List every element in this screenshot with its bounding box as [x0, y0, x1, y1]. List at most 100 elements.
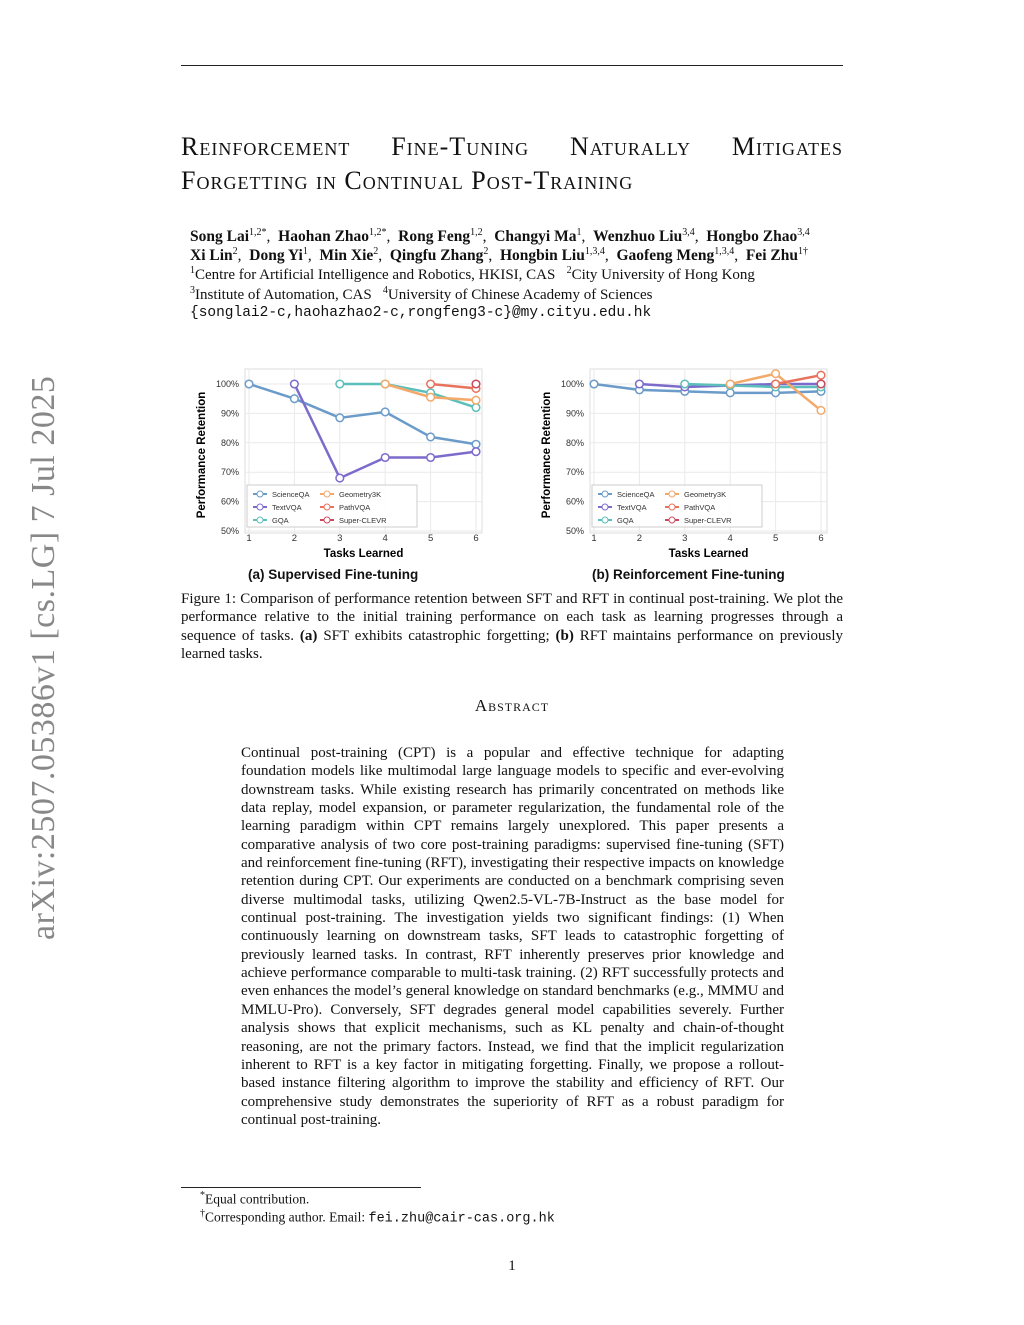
series-line-scienceqa [248, 382, 477, 446]
y-axis-label: Performance Retention [541, 392, 553, 519]
x-tick-label: 2 [292, 533, 297, 544]
author: Min Xie2, [319, 246, 390, 265]
subcaption-a: (a) Supervised Fine-tuning [248, 567, 419, 582]
author: Hongbo Zhao3,4 [706, 227, 810, 246]
page-number: 1 [508, 1258, 516, 1274]
data-point-scienceqa [244, 379, 254, 389]
series-line-pathvqa [430, 382, 477, 390]
footnote-rule [181, 1187, 421, 1188]
data-point-gqa [335, 379, 345, 389]
series-line-gqa [684, 382, 821, 389]
chart-rft: 50% 60% 70% 80% 90% 100% 1 2 3 4 5 6 Tasks Learned Pe… [541, 368, 828, 560]
data-point-scienceqa [426, 432, 436, 442]
y-tick-label: 70% [566, 467, 584, 477]
footnote-corresponding: †Corresponding author. Email: fei.zhu@ca… [200, 1208, 555, 1227]
x-tick-label: 2 [637, 533, 642, 544]
data-point-textvqa [471, 447, 481, 457]
x-tick-label: 3 [337, 533, 342, 544]
author: Dong Yi1, [249, 246, 320, 265]
abstract-text: Continual post-training (CPT) is a popul… [241, 745, 784, 1128]
y-tick-label: 70% [221, 467, 239, 477]
author: Fei Zhu1† [745, 246, 808, 265]
x-tick-label: 4 [383, 533, 388, 544]
y-tick-label: 80% [566, 438, 584, 448]
affiliation-line-2: 3Institute of Automation, CAS 4Universit… [190, 285, 653, 303]
data-point-pathvqa [816, 370, 826, 380]
x-tick-label: 6 [818, 533, 823, 544]
series-line-gqa [339, 382, 477, 409]
x-tick-label: 5 [773, 533, 778, 544]
data-point-pathvqa [426, 379, 436, 389]
x-tick-label: 6 [473, 533, 478, 544]
author: Changyi Ma1, [494, 227, 594, 246]
author: Xi Lin2, [190, 246, 250, 265]
legend-label: PathVQA [684, 503, 715, 512]
paper-title: Reinforcement Fine-Tuning Naturally Miti… [181, 132, 843, 195]
author: Rong Feng1,2, [398, 227, 495, 246]
y-tick-label: 60% [221, 497, 239, 507]
data-point-textvqa [289, 379, 299, 389]
data-point-scienceqa [335, 413, 345, 423]
x-tick-label: 1 [246, 533, 251, 544]
legend-label: TextVQA [272, 503, 302, 512]
footnote-equal: *Equal contribution. [200, 1190, 310, 1207]
abstract-heading: Abstract [474, 696, 550, 715]
legend-marker [256, 516, 264, 524]
y-tick-label: 100% [561, 379, 584, 389]
legend-label: GQA [617, 516, 634, 525]
data-point-textvqa [634, 379, 644, 389]
data-point-textvqa [335, 473, 345, 483]
legend-marker [323, 503, 331, 511]
legend-label: Super-CLEVR [684, 516, 732, 525]
legend-label: GQA [272, 516, 289, 525]
subcaption-b: (b) Reinforcement Fine-tuning [592, 567, 785, 582]
data-point-super-clevr [471, 379, 481, 389]
data-point-geometry3k [725, 379, 735, 389]
data-point-scienceqa [471, 439, 481, 449]
data-point-geometry3k [426, 392, 436, 402]
data-point-super-clevr [816, 379, 826, 389]
legend-label: ScienceQA [617, 490, 655, 499]
x-tick-label: 3 [682, 533, 687, 544]
author: Qingfu Zhang2, [389, 246, 500, 265]
data-point-gqa [680, 379, 690, 389]
data-point-pathvqa [771, 379, 781, 389]
data-point-scienceqa [725, 388, 735, 398]
y-tick-label: 90% [566, 408, 584, 418]
data-point-gqa [471, 402, 481, 413]
legend-marker [601, 503, 609, 511]
legend-label: TextVQA [617, 503, 647, 512]
data-point-textvqa [380, 452, 390, 463]
author-line-2: Xi Lin2, Dong Yi1, Min Xie2, Qingfu Zhan… [190, 246, 808, 265]
data-point-geometry3k [771, 369, 781, 379]
corresponding-email-link[interactable]: fei.zhu@cair-cas.org.hk [368, 1211, 555, 1227]
y-tick-label: 50% [221, 526, 239, 536]
legend-marker [668, 516, 676, 524]
author: Gaofeng Meng1,3,4, [616, 246, 746, 265]
x-tick-label: 5 [428, 533, 433, 544]
legend-marker [668, 503, 676, 511]
legend-label: Geometry3K [339, 490, 381, 499]
legend-label: ScienceQA [272, 490, 310, 499]
author: Haohan Zhao1,2*, [278, 227, 399, 246]
data-point-scienceqa [289, 394, 299, 404]
x-tick-label: 4 [728, 533, 733, 544]
legend-marker [323, 490, 331, 498]
author: Wenzhuo Liu3,4, [593, 227, 707, 246]
x-axis-label: Tasks Learned [669, 548, 749, 560]
x-axis-label: Tasks Learned [324, 548, 404, 560]
y-tick-label: 50% [566, 526, 584, 536]
series-line-pathvqa [775, 373, 822, 386]
data-point-geometry3k [816, 405, 826, 416]
legend-label: Super-CLEVR [339, 516, 387, 525]
legend-marker [668, 490, 676, 498]
author: Hongbin Liu1,3,4, [499, 246, 617, 265]
legend-marker [601, 490, 609, 498]
chart-sft: 50% 60% 70% 80% 90% 100% 1 2 3 4 5 6 Tasks Learned Pe… [196, 368, 483, 560]
data-point-geometry3k [471, 395, 481, 405]
y-tick-label: 100% [216, 379, 239, 389]
data-point-scienceqa [589, 379, 599, 389]
legend-label: PathVQA [339, 503, 370, 512]
y-tick-label: 60% [566, 497, 584, 507]
